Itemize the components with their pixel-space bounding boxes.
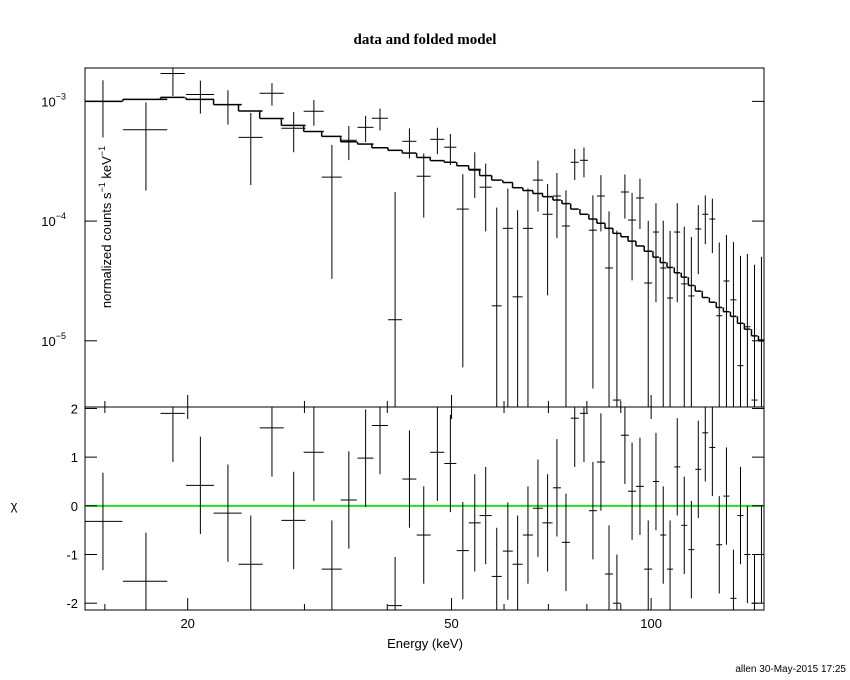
chi-tick-label: -1 [66, 548, 78, 563]
chi-axis-label: χ [11, 498, 18, 513]
y-tick-base: 10 [41, 334, 55, 349]
top-panel [85, 68, 764, 407]
footer: allen 30-May-2015 17:25 [735, 664, 846, 675]
y-tick-label: 10−4 [41, 211, 66, 229]
y-tick-base: 10 [41, 94, 55, 109]
x-tick-label: 50 [444, 616, 458, 631]
bottom-panel [85, 407, 764, 610]
y-label-sup: −1 [97, 146, 107, 156]
y-label-text: keV [99, 156, 114, 182]
top-frame [84, 67, 765, 408]
y-label-sup: −1 [97, 182, 107, 192]
x-tick-label: 20 [180, 616, 194, 631]
y-axis-label: normalized counts s−1 keV−1 [97, 146, 114, 308]
chi-tick-label: 1 [71, 450, 78, 465]
x-axis-label: Energy (keV) [387, 636, 463, 651]
chi-tick-label: 0 [71, 499, 78, 514]
y-tick-label: 10−3 [41, 91, 66, 109]
y-tick-label: 10−5 [41, 331, 66, 349]
chart-title: data and folded model [354, 32, 497, 48]
y-label-text: normalized counts s [99, 192, 114, 308]
y-tick-exp: −3 [56, 91, 66, 101]
y-tick-exp: −4 [56, 211, 66, 221]
y-tick-exp: −5 [56, 331, 66, 341]
bottom-frame [84, 406, 765, 611]
chi-tick-label: -2 [66, 596, 78, 611]
chi-tick-label: 2 [71, 401, 78, 416]
x-tick-label: 100 [640, 616, 662, 631]
y-tick-base: 10 [41, 214, 55, 229]
